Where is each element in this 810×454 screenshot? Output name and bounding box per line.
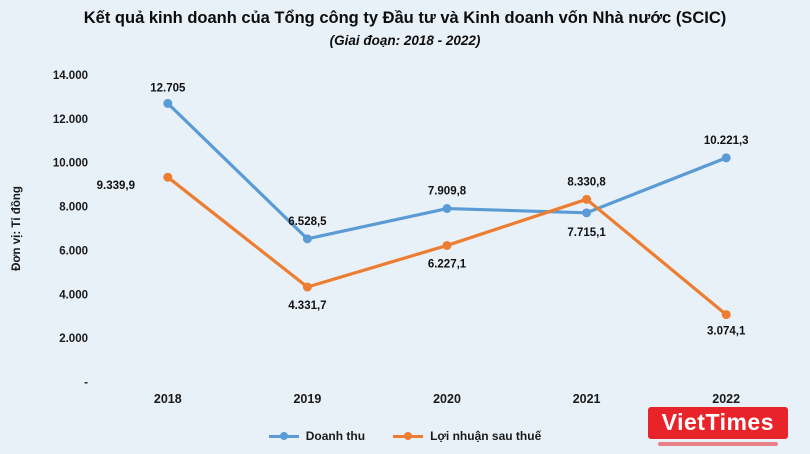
data-point-label: 4.331,7 [288,300,326,312]
data-point-label: 7.909,8 [428,186,467,198]
data-point-label: 9.339,9 [97,180,135,192]
y-axis-title: Đơn vị: Tỉ đồng [11,186,23,271]
data-point-marker [721,153,731,163]
chart-subtitle: (Giai đoạn: 2018 - 2022) [329,33,481,48]
chart-title: Kết quả kinh doanh của Tổng công ty Đầu … [83,9,727,27]
legend-item-doanh-thu: Doanh thu [268,429,366,443]
x-category-label: 2019 [293,392,321,406]
y-tick-label: 6.000 [59,245,88,257]
data-point-label: 7.715,1 [567,227,606,239]
y-tick-label: 4.000 [59,289,88,301]
x-category-label: 2022 [712,392,740,406]
data-point-marker [163,98,173,108]
data-point-marker [442,204,452,214]
line-marker-icon [268,431,299,441]
data-point-marker [582,194,592,204]
y-tick-label: 2.000 [59,333,88,345]
logo-tagline [657,442,778,446]
data-point-marker [163,172,173,182]
legend-item-loi-nhuan: Lợi nhuận sau thuế [393,429,541,443]
legend-dot-orange [404,432,413,440]
data-point-marker [302,234,312,244]
viettimes-logo: VietTimes [647,406,788,439]
data-point-label: 10.221,3 [704,135,749,147]
viettimes-watermark: VietTimes [647,406,788,446]
data-point-marker [442,240,452,250]
data-point-label: 6.528,5 [288,216,327,228]
y-tick-label: - [84,377,88,389]
data-point-label: 6.227,1 [428,258,467,270]
data-point-label: 12.705 [150,82,186,94]
data-point-label: 8.330,8 [567,176,606,188]
legend-label: Lợi nhuận sau thuế [430,429,542,443]
data-point-marker [302,282,312,292]
data-point-marker [582,208,592,218]
y-tick-label: 14.000 [53,70,88,82]
x-category-label: 2021 [573,392,601,406]
y-tick-label: 8.000 [59,202,88,214]
y-tick-label: 12.000 [53,114,88,126]
data-point-marker [721,310,731,320]
legend-dot-blue [279,432,288,440]
legend-label: Doanh thu [305,429,366,443]
chart-legend: Doanh thu Lợi nhuận sau thuế [0,429,810,443]
x-category-label: 2018 [154,392,182,406]
y-tick-label: 10.000 [53,158,88,170]
x-category-label: 2020 [433,392,461,406]
line-marker-icon [393,431,424,441]
series-line [166,102,727,241]
data-point-label: 3.074,1 [707,326,746,338]
